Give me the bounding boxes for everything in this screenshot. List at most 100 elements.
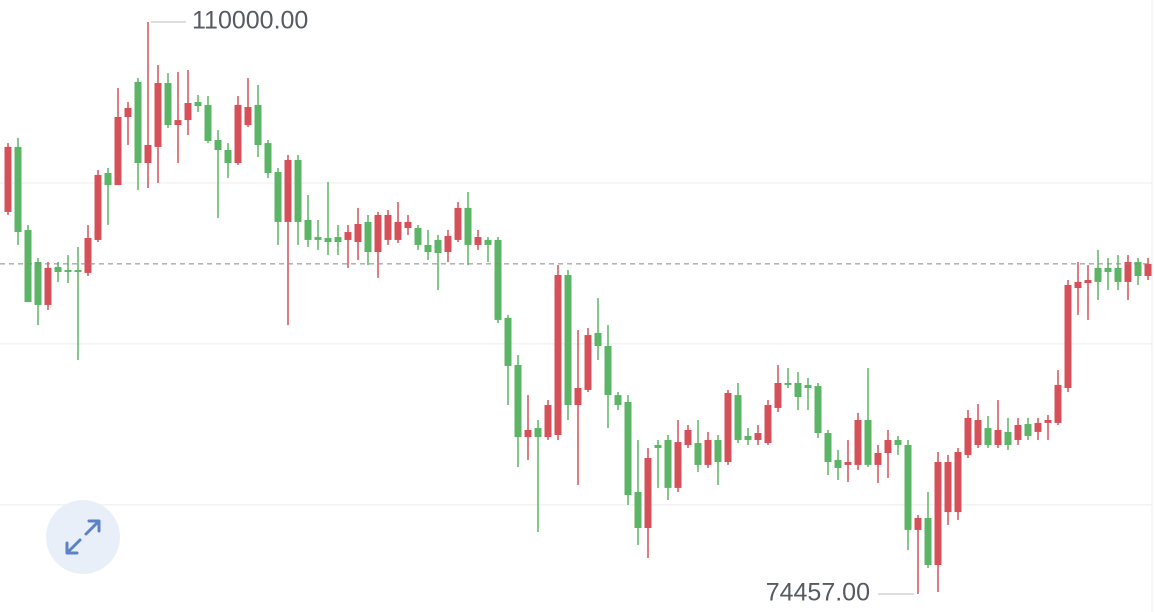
candle-body [104, 172, 112, 186]
candle-body [984, 428, 992, 445]
candle-body [614, 395, 622, 406]
candle-body [654, 444, 662, 449]
candle-body [1104, 267, 1112, 272]
candle-body [464, 207, 472, 245]
candle-body [404, 221, 412, 229]
candle-body [154, 83, 162, 147]
candle-body [744, 435, 752, 440]
candle-body [824, 433, 832, 463]
candle-body [1024, 424, 1032, 436]
candle-body [224, 149, 232, 164]
candle-body [694, 443, 702, 465]
candle-body [814, 386, 822, 434]
candle-body [914, 518, 922, 530]
candle-body [734, 395, 742, 440]
candle-body [944, 462, 952, 513]
candle-body [774, 383, 782, 408]
candle-body [444, 235, 452, 253]
candle-body [214, 140, 222, 150]
candle-body [244, 107, 252, 126]
candle-body [124, 107, 132, 117]
expand-button[interactable] [46, 500, 120, 574]
candle-body [1114, 267, 1122, 282]
candle-body [34, 261, 42, 305]
candle-body [14, 146, 22, 233]
candle-body [544, 405, 552, 438]
candle-body [94, 174, 102, 240]
candle-body [1044, 420, 1052, 423]
candle-body [1084, 280, 1092, 284]
candle-body [1054, 384, 1062, 423]
candle-body [504, 317, 512, 366]
candle-body [114, 116, 122, 186]
candle-body [894, 439, 902, 445]
candle-body [454, 207, 462, 240]
candle-body [24, 229, 32, 303]
candle-body [974, 420, 982, 445]
candle-body [954, 452, 962, 513]
candle-body [804, 384, 812, 388]
expand-icon[interactable] [65, 519, 101, 555]
candle-body [1134, 261, 1142, 276]
candle-body [864, 420, 872, 465]
candle-body [794, 383, 802, 398]
candle-body [44, 267, 52, 305]
candle-body [374, 214, 382, 253]
candle-body [924, 518, 932, 566]
candle-body [354, 224, 362, 243]
candle-body [234, 104, 242, 164]
candle-body [1034, 422, 1042, 432]
candle-body [64, 270, 72, 272]
candle-body [1014, 425, 1022, 440]
candle-body [144, 144, 152, 164]
candle-body [284, 159, 292, 222]
candle-body [54, 266, 62, 272]
candle-body [304, 219, 312, 240]
candle-body [714, 439, 722, 463]
candle-body [164, 83, 172, 126]
candle-body [434, 239, 442, 253]
candle-body [644, 457, 652, 528]
grid [0, 182, 1152, 506]
candle-body [604, 345, 612, 396]
candle-body [4, 146, 12, 212]
candle-body [424, 244, 432, 253]
candle-body [264, 143, 272, 173]
candle-body [994, 429, 1002, 445]
candle-body [854, 420, 862, 465]
candle-body [1004, 431, 1012, 445]
candle-body [574, 387, 582, 406]
candle-body [84, 238, 92, 273]
candle-body [1124, 261, 1132, 282]
candle-body [564, 275, 572, 406]
min-label: 74457.00 [766, 579, 870, 607]
candle-body [294, 159, 302, 222]
candle-body [554, 275, 562, 435]
candle-body [274, 172, 282, 222]
candle-body [134, 81, 142, 164]
candle-body [704, 439, 712, 465]
candle-body [184, 102, 192, 121]
candle-body [484, 239, 492, 245]
candle-body [664, 439, 672, 488]
candle-body [1144, 263, 1152, 276]
candle-body [624, 401, 632, 496]
candle-body [414, 228, 422, 245]
max-label: 110000.00 [192, 7, 308, 35]
candle-body [754, 433, 762, 440]
candle-body [844, 462, 852, 465]
candle-body [724, 392, 732, 463]
candle-body [584, 335, 592, 390]
candle-body [784, 383, 792, 385]
candle-body [204, 104, 212, 141]
candle-body [684, 429, 692, 445]
candle-body [884, 439, 892, 454]
candle-body [1064, 284, 1072, 388]
candle-body [634, 491, 642, 528]
candle-body [964, 417, 972, 455]
candle-body [494, 239, 502, 320]
candle-body [314, 237, 322, 240]
expand-button-bg[interactable] [46, 500, 120, 574]
